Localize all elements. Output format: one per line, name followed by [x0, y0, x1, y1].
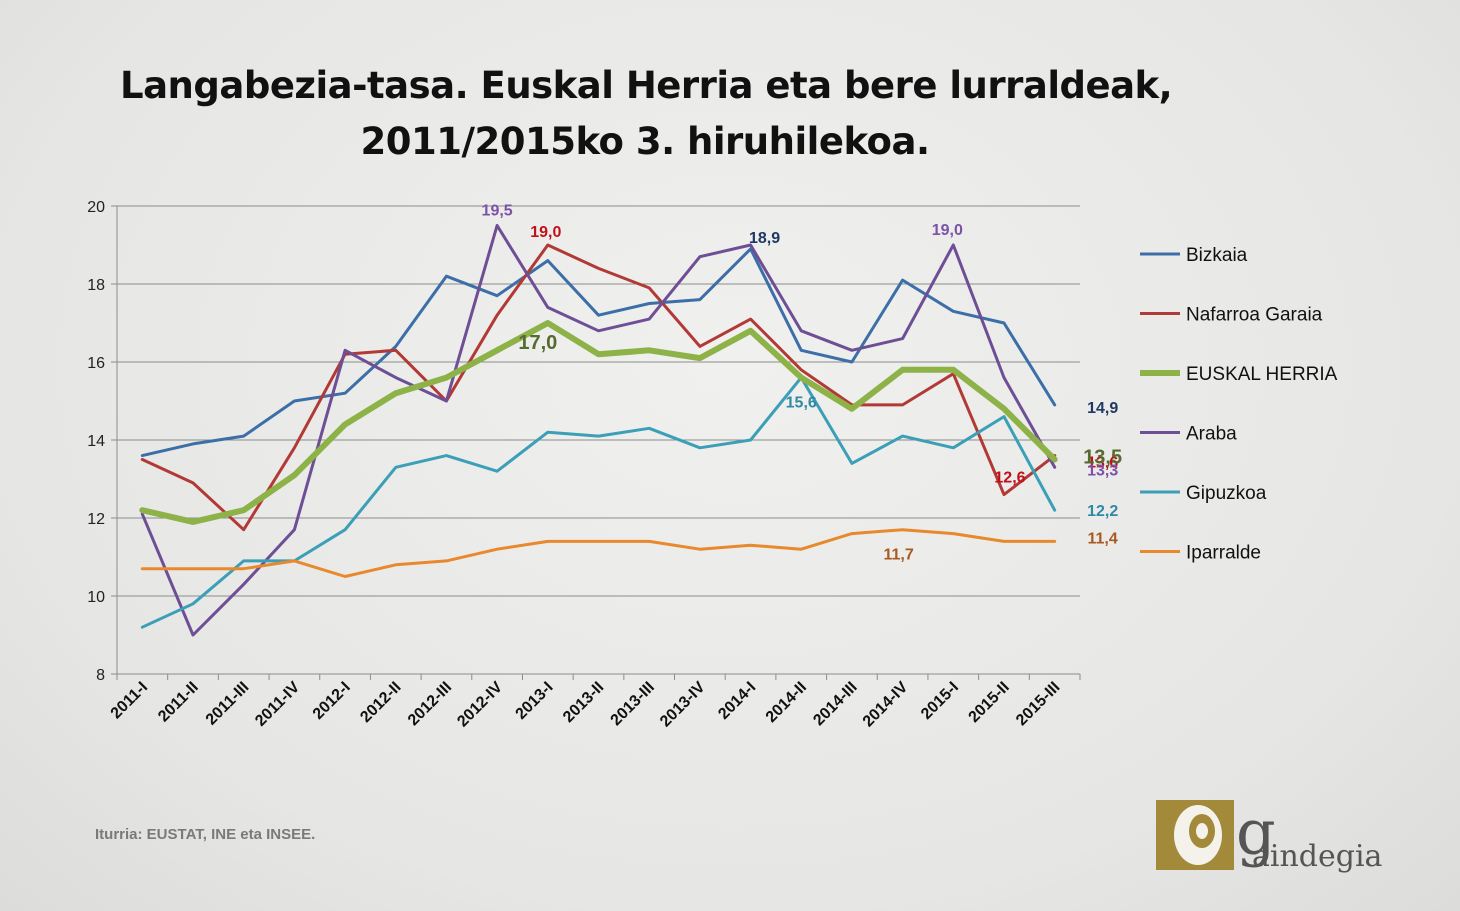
x-tick-label: 2011-I [108, 679, 151, 722]
legend-label: Gipuzkoa [1186, 483, 1267, 504]
x-tick-label: 2011-II [155, 679, 202, 726]
y-tick-label: 18 [87, 277, 105, 294]
x-tick-label: 2015-II [966, 679, 1013, 726]
x-tick-label: 2014-IV [860, 679, 912, 731]
data-label: 18,9 [749, 230, 780, 247]
x-tick-label: 2015-III [1013, 679, 1063, 729]
x-tick-label: 2011-IV [252, 679, 303, 730]
series-lines [139, 224, 1058, 637]
x-tick-label: 2012-III [405, 679, 455, 729]
data-label: 13,6 [1087, 455, 1118, 472]
x-tick-label: 2014-III [810, 679, 860, 729]
chart-title-line-2: 2011/2015ko 3. hiruhilekoa. [360, 120, 930, 163]
series-line-araba [140, 224, 1057, 637]
x-tick-label: 2013-III [608, 679, 658, 729]
data-label: 15,6 [786, 395, 817, 412]
data-label: 19,0 [530, 224, 561, 241]
svg-text:g: g [1236, 798, 1276, 869]
data-label: 19,0 [932, 222, 963, 239]
x-tick-label: 2013-IV [657, 679, 709, 731]
series-line-euskal-herria [139, 320, 1058, 525]
data-label: 13,3 [1087, 462, 1118, 479]
legend-label: EUSKAL HERRIA [1186, 364, 1338, 385]
legend-label: Araba [1186, 424, 1237, 445]
legend-label: Iparralde [1186, 543, 1261, 564]
legend-label: Nafarroa Garaia [1186, 305, 1323, 326]
x-tick-label: 2011-III [203, 679, 253, 729]
x-tick-label: 2012-I [310, 679, 354, 723]
data-label: 11,4 [1088, 530, 1118, 547]
legend: Bizkaia Nafarroa Garaia EUSKAL HERRIA Araba… [1140, 245, 1338, 564]
chart-title-line-1: Langabezia-tasa. Euskal Herria eta bere … [120, 64, 1173, 107]
data-label: 12,2 [1087, 503, 1118, 520]
y-tick-label: 8 [96, 667, 105, 684]
y-tick-label: 10 [87, 589, 105, 606]
y-tick-label: 20 [87, 199, 105, 216]
series-line-bizkaia [140, 247, 1057, 458]
data-label: 11,7 [883, 547, 913, 564]
y-tick-label: 14 [87, 433, 105, 450]
data-label: 17,0 [518, 332, 557, 354]
legend-label: Bizkaia [1186, 245, 1248, 266]
series-line-iparralde [140, 528, 1057, 578]
svg-text:aindegia: aindegia [1252, 839, 1383, 874]
source-note: Iturria: EUSTAT, INE eta INSEE. [95, 826, 316, 843]
x-tick-label: 2013-II [560, 679, 607, 726]
x-tick-label: 2014-I [715, 679, 759, 723]
y-tick-label: 16 [87, 355, 105, 372]
data-label: 19,5 [482, 203, 513, 220]
x-tick-label: 2012-IV [454, 679, 506, 731]
chart-title: Langabezia-tasa. Euskal Herria eta bere … [120, 58, 1173, 170]
gaindegia-logo: g aindegia [1156, 798, 1383, 874]
series-line-gipuzkoa [140, 376, 1057, 629]
data-label: 14,9 [1087, 400, 1118, 417]
series-line-nafarroa-garaia [140, 243, 1057, 532]
x-tick-label: 2014-II [763, 679, 810, 726]
data-labels: 19,5 19,0 17,0 18,9 15,6 11,7 19,0 12,6 14,9 13,6… [482, 203, 1123, 564]
y-tick-label: 12 [87, 511, 105, 528]
axes: 8 10 12 14 16 18 20 2011-I 2011-II 2011-III 2011-I… [87, 199, 1081, 731]
data-label: 12,6 [994, 470, 1025, 487]
data-label: 13,5 [1083, 447, 1122, 469]
x-tick-label: 2015-I [918, 679, 962, 723]
x-tick-label: 2013-I [513, 679, 557, 723]
x-tick-label: 2012-II [357, 679, 404, 726]
